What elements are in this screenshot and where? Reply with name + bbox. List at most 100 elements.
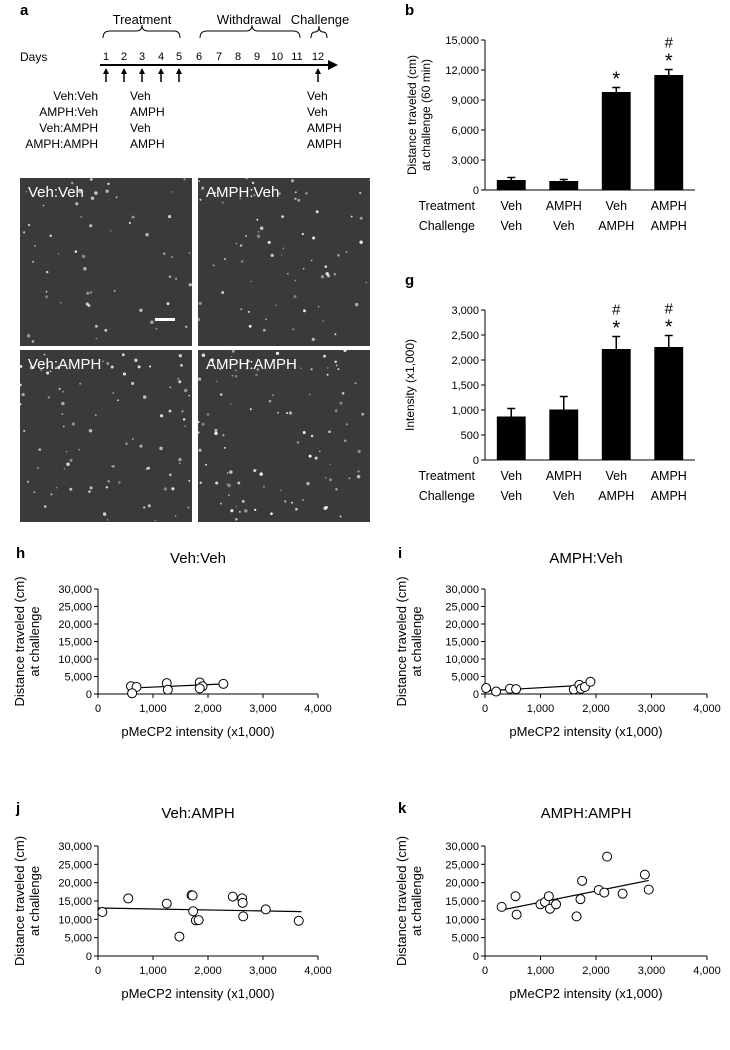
- challenge-tick-label: Veh: [553, 489, 575, 503]
- speckle: [343, 439, 347, 443]
- group-treatment: AMPH: [130, 137, 165, 151]
- speckle: [334, 360, 337, 364]
- speckle: [327, 367, 329, 369]
- y-tick-label: 3,000: [451, 155, 479, 167]
- speckle: [178, 380, 182, 384]
- y-axis-label-line2: at challenge (60 min): [419, 59, 433, 171]
- speckle: [220, 502, 222, 505]
- speckle: [46, 364, 50, 368]
- day-number: 6: [196, 51, 202, 63]
- arrow-up-icon: [139, 68, 145, 74]
- speckle: [89, 290, 93, 294]
- speckle: [278, 192, 281, 195]
- data-point: [617, 888, 628, 899]
- speckle: [230, 509, 234, 513]
- speckle: [231, 374, 234, 377]
- speckle: [300, 367, 302, 369]
- data-point: [602, 851, 613, 862]
- significance-star: *: [665, 51, 673, 73]
- y-tick-label: 1,500: [451, 380, 479, 392]
- speckle: [112, 465, 115, 468]
- speckle: [49, 370, 52, 373]
- y-tick-label: 30,000: [445, 584, 479, 596]
- speckle: [160, 414, 164, 418]
- day-number: 12: [312, 51, 324, 63]
- speckle: [219, 393, 223, 396]
- phase-treatment: Treatment: [113, 12, 172, 27]
- challenge-tick-label: Veh: [500, 489, 522, 503]
- speckle: [249, 408, 252, 411]
- group-challenge: AMPH: [307, 137, 342, 151]
- speckle: [182, 418, 186, 421]
- speckle: [159, 446, 163, 451]
- speckle: [324, 265, 328, 268]
- speckle: [94, 191, 98, 195]
- x-tick-label: 4,000: [693, 703, 721, 715]
- arrow-up-icon: [176, 68, 182, 74]
- y-tick-label: 20,000: [445, 878, 479, 890]
- timeline-diagram: Days 1 2 3 4 5 6 7 8 9 10 11 12 Treatment Withdrawa…: [20, 12, 349, 151]
- y-axis-label: Intensity (x1,000): [403, 339, 417, 431]
- challenge-tick-label: Veh: [500, 219, 522, 233]
- speckle: [170, 191, 173, 193]
- speckle: [302, 268, 305, 270]
- speckle: [89, 224, 93, 228]
- speckle: [348, 477, 351, 480]
- speckle: [43, 353, 46, 356]
- x-tick-label: 0: [95, 965, 101, 977]
- speckle: [50, 493, 53, 496]
- data-point: [511, 684, 522, 695]
- y-tick-label: 10,000: [445, 914, 479, 926]
- speckle: [335, 487, 338, 491]
- data-point: [481, 683, 492, 694]
- y-tick-label: 15,000: [445, 896, 479, 908]
- y-tick-label: 15,000: [58, 637, 92, 649]
- data-point: [643, 884, 654, 895]
- speckle: [105, 486, 109, 489]
- bar: [654, 347, 684, 460]
- speckle: [310, 434, 314, 438]
- days-label: Days: [20, 50, 47, 64]
- y-tick-label: 2,000: [451, 355, 479, 367]
- speckle: [247, 359, 250, 363]
- x-tick-label: 1,000: [139, 965, 167, 977]
- speckle: [199, 198, 202, 201]
- speckle: [106, 362, 110, 365]
- data-point: [510, 891, 521, 902]
- speckle: [29, 365, 34, 370]
- x-tick-label: 0: [482, 965, 488, 977]
- panel-label-k: k: [398, 800, 407, 817]
- micrograph-speckles: [20, 353, 191, 522]
- x-tick-label: 4,000: [693, 965, 721, 977]
- scatter-plot-h: Veh:Veh 0 5,000 10,000 15,000 20,000 25,000 30,…: [12, 550, 332, 739]
- speckle: [85, 302, 89, 306]
- speckle: [134, 358, 138, 362]
- speckle: [188, 479, 191, 482]
- speckle: [62, 390, 64, 393]
- speckle: [288, 411, 293, 415]
- data-point: [577, 875, 588, 886]
- data-point: [237, 897, 248, 908]
- data-point: [123, 893, 134, 904]
- speckle: [174, 515, 177, 517]
- speckle: [55, 486, 58, 489]
- y-tick-label: 20,000: [445, 619, 479, 631]
- group-challenge: Veh: [307, 89, 328, 103]
- speckle: [303, 309, 306, 313]
- bar-chart-b: 0 3,000 6,000 9,000 12,000 15,000 Veh Veh AMPH Ve…: [405, 35, 695, 233]
- speckle: [89, 486, 93, 490]
- speckle: [122, 372, 127, 376]
- speckle: [23, 429, 26, 432]
- speckle: [254, 508, 257, 512]
- speckle: [86, 291, 90, 295]
- speckle: [155, 327, 158, 330]
- speckle: [198, 377, 202, 381]
- significance-star: *: [612, 69, 620, 91]
- speckle: [110, 230, 112, 232]
- speckle: [354, 302, 359, 307]
- micrograph-speckles: [198, 350, 365, 521]
- speckle: [359, 240, 363, 244]
- day-number: 10: [271, 51, 283, 63]
- speckle: [270, 512, 273, 516]
- treatment-tick-label: Veh: [605, 199, 627, 213]
